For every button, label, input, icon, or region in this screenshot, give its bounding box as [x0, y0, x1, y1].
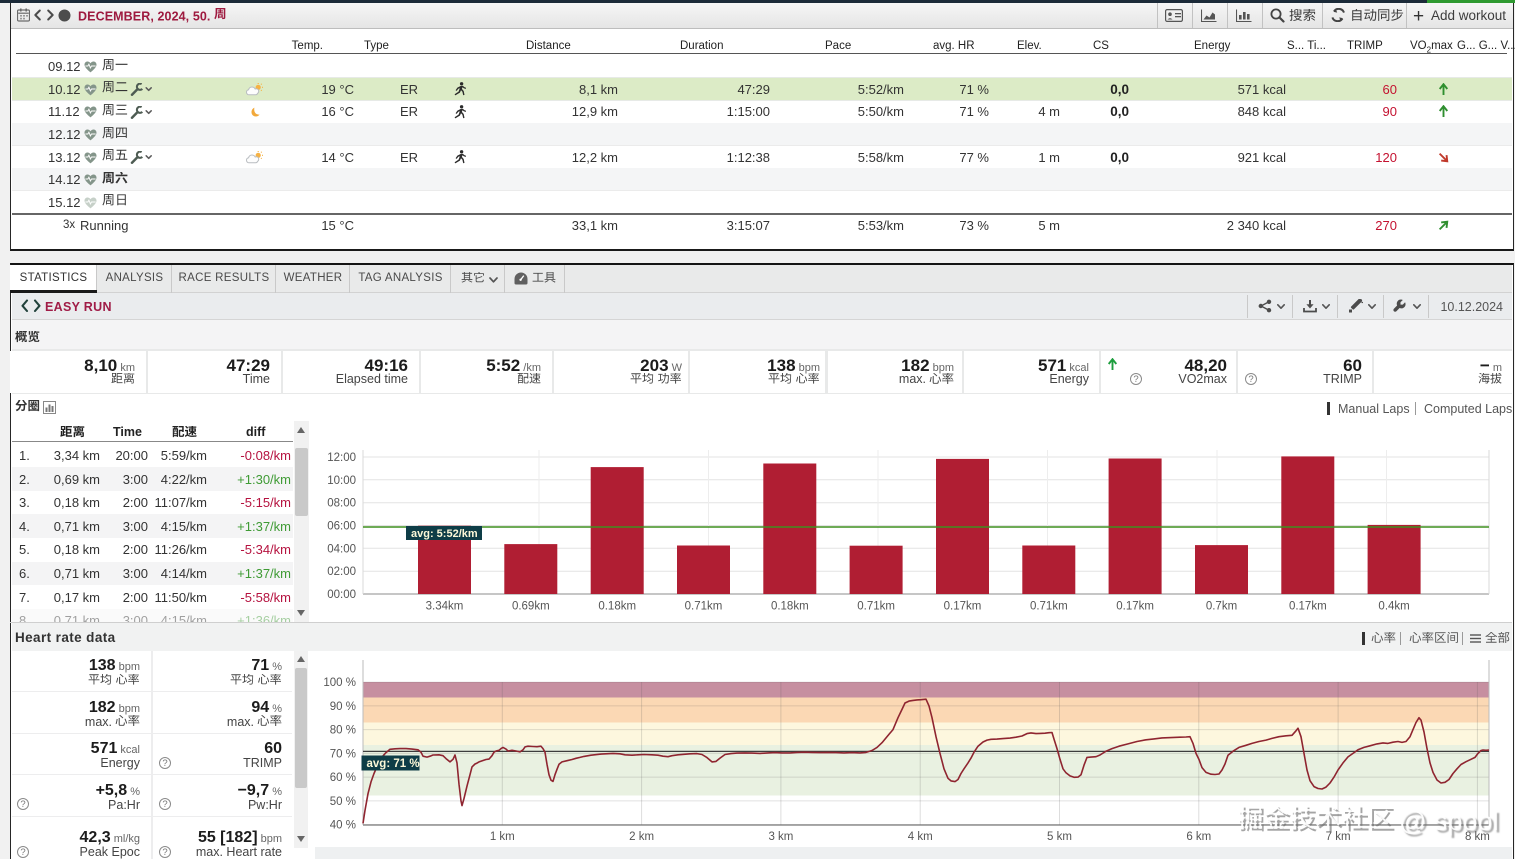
svg-text:02:00: 02:00 [327, 566, 356, 578]
svg-text:6 km: 6 km [1186, 831, 1211, 843]
svg-text:40 %: 40 % [330, 820, 356, 832]
svg-text:2 km: 2 km [629, 831, 654, 843]
svg-text:0.4km: 0.4km [1378, 601, 1409, 613]
svg-text:0.71km: 0.71km [1030, 601, 1068, 613]
svg-text:0.7km: 0.7km [1206, 601, 1237, 613]
svg-text:0.17km: 0.17km [1289, 601, 1327, 613]
svg-text:90 %: 90 % [330, 701, 356, 713]
svg-text:0.17km: 0.17km [944, 601, 982, 613]
svg-text:80 %: 80 % [330, 725, 356, 737]
svg-text:7 km: 7 km [1326, 831, 1351, 843]
svg-text:08:00: 08:00 [327, 498, 356, 510]
svg-text:100 %: 100 % [323, 677, 356, 689]
svg-text:0.17km: 0.17km [1116, 601, 1154, 613]
svg-text:60 %: 60 % [330, 772, 356, 784]
svg-text:12:00: 12:00 [327, 452, 356, 464]
svg-text:50 %: 50 % [330, 796, 356, 808]
svg-text:0.69km: 0.69km [512, 601, 550, 613]
svg-text:1 km: 1 km [490, 831, 515, 843]
svg-text:8 km: 8 km [1465, 831, 1490, 843]
svg-text:70 %: 70 % [330, 748, 356, 760]
svg-text:0.71km: 0.71km [685, 601, 723, 613]
svg-text:avg: 71 %: avg: 71 % [367, 758, 420, 770]
svg-text:3 km: 3 km [768, 831, 793, 843]
svg-text:4 km: 4 km [908, 831, 933, 843]
svg-text:00:00: 00:00 [327, 589, 356, 601]
svg-text:3.34km: 3.34km [426, 601, 464, 613]
svg-text:04:00: 04:00 [327, 543, 356, 555]
svg-text:5 km: 5 km [1047, 831, 1072, 843]
svg-text:avg: 5:52/km: avg: 5:52/km [411, 528, 478, 540]
svg-text:0.18km: 0.18km [598, 601, 636, 613]
svg-text:06:00: 06:00 [327, 521, 356, 533]
svg-text:0.18km: 0.18km [771, 601, 809, 613]
svg-text:10:00: 10:00 [327, 475, 356, 487]
svg-text:0.71km: 0.71km [857, 601, 895, 613]
